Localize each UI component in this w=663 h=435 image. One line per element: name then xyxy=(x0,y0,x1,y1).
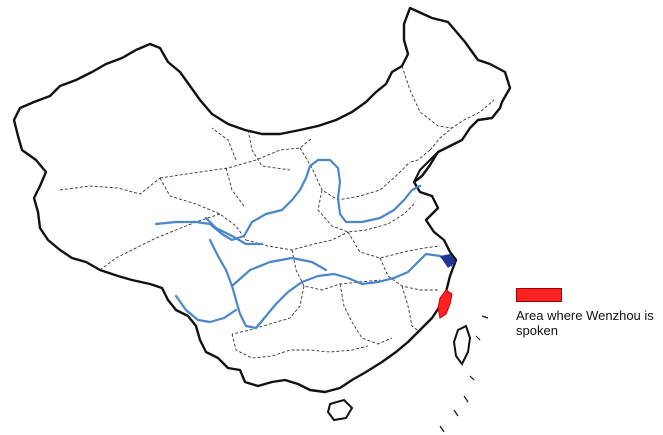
taiwan-island xyxy=(452,324,472,366)
yellow-river-branch xyxy=(204,216,264,246)
legend-label: Area where Wenzhou is spoken xyxy=(516,308,654,338)
china-outline xyxy=(12,6,512,394)
river-tributary xyxy=(174,294,238,324)
province-borders xyxy=(59,65,495,359)
coastal-inlet xyxy=(440,254,456,268)
yellow-river xyxy=(154,158,422,242)
river-tributary-upper xyxy=(230,256,328,288)
sea-islands xyxy=(439,315,489,433)
hainan-island xyxy=(326,398,354,422)
wenzhou-region xyxy=(437,289,453,319)
legend-swatch xyxy=(516,288,562,302)
yangtze-river xyxy=(208,238,454,330)
bohai-coast xyxy=(413,151,439,183)
